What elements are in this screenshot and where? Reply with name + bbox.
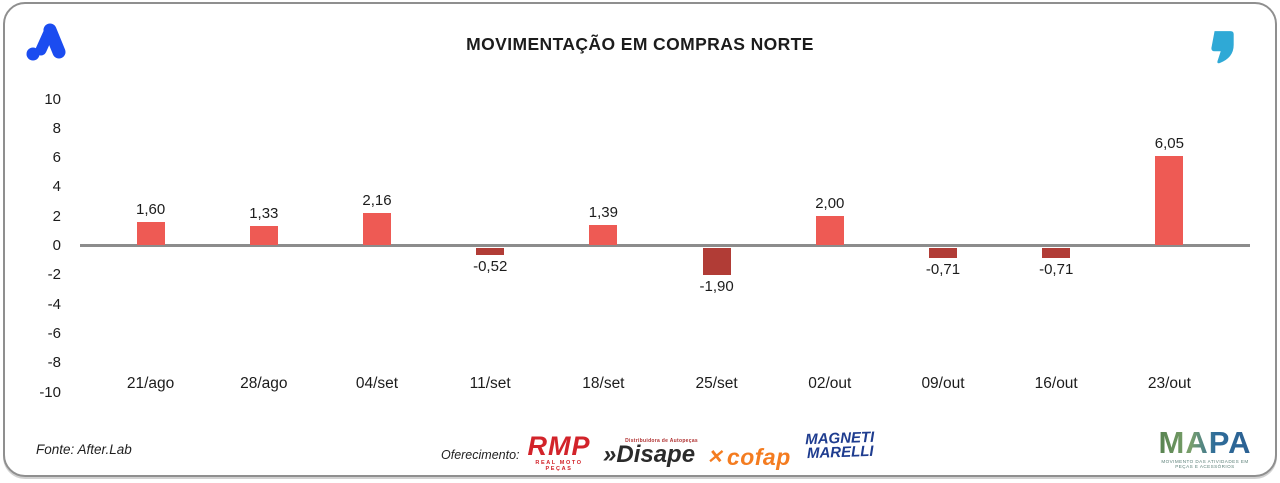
x-axis-label: 04/set: [355, 375, 399, 392]
bar: [1042, 247, 1071, 258]
bar-slot: -0,52 11/set: [434, 100, 547, 393]
bar-value-label: -0,71: [1039, 260, 1074, 278]
y-axis-tick: 4: [52, 178, 61, 196]
mapa-wordmark: MAPA: [1158, 425, 1252, 460]
cofap-x-icon: ✕: [705, 447, 727, 468]
bar-value-label: 6,05: [1154, 135, 1184, 153]
bar: [702, 247, 731, 276]
sponsor-logo-magneti-marelli: MAGNETI MARELLI: [805, 429, 876, 462]
x-axis-label: 28/ago: [240, 375, 288, 392]
mapa-logo: MAPA MOVIMENTO DAS ATIVIDADES EM PEÇAS E…: [1157, 425, 1253, 469]
sponsor-logo-cofap: ✕ cofap: [705, 444, 791, 471]
y-axis-tick: 0: [52, 237, 61, 254]
after-lab-logo-icon: [26, 23, 66, 61]
rmp-subtitle: REAL MOTO PEÇAS: [535, 460, 583, 472]
bar: [249, 225, 278, 245]
quote-mark-icon: [1211, 31, 1234, 64]
bar-slot: 2,00 02/out: [773, 100, 886, 393]
bar-slot: 1,39 18/set: [547, 100, 660, 393]
bar-value-label: 2,16: [362, 192, 392, 210]
bar: [928, 247, 957, 258]
y-axis-tick: 10: [44, 90, 61, 108]
bar-slot: 1,33 28/ago: [207, 100, 320, 393]
marelli-line: MARELLI: [806, 442, 874, 462]
disape-subtitle: Distribuidora de Autopeças: [625, 438, 698, 444]
bar: [362, 213, 391, 245]
x-axis-label: 16/out: [1034, 375, 1078, 392]
sponsor-logo-disape: Distribuidora de Autopeças »Disape: [603, 438, 698, 467]
bar: [589, 224, 618, 245]
bar-slot: -0,71 09/out: [886, 100, 999, 393]
y-axis: 10 8 6 4 2 0 -2 -4 -6 -8 -10: [25, 4, 61, 483]
x-axis-label: 23/out: [1147, 375, 1191, 392]
bar-value-label: 2,00: [815, 194, 845, 212]
rmp-wordmark: RMP: [527, 431, 591, 461]
zero-baseline: [80, 244, 1250, 247]
y-axis-tick: -10: [39, 383, 61, 401]
bar: [476, 247, 505, 256]
bar-slot: 1,60 21/ago: [94, 100, 207, 393]
mapa-subtitle: MOVIMENTO DAS ATIVIDADES EM PEÇAS E ACES…: [1161, 459, 1249, 469]
bar: [815, 215, 844, 245]
chart-plot: 1,60 21/ago 1,33 28/ago 2,16 04/set -0,52 11/se…: [94, 100, 1226, 393]
y-axis-tick: -2: [47, 266, 61, 284]
bar: [136, 221, 165, 245]
bar-slot: 6,05 23/out: [1113, 100, 1226, 393]
bar-value-label: -0,52: [473, 258, 508, 276]
disape-wordmark: Disape: [616, 441, 696, 468]
bar-value-label: 1,33: [249, 204, 279, 222]
disape-chevrons: »: [603, 441, 617, 468]
x-axis-label: 11/set: [469, 375, 511, 392]
chart-card: MOVIMENTAÇÃO EM COMPRAS NORTE 10 8 6 4 2 0 -2 -…: [3, 2, 1277, 477]
sponsor-label: Oferecimento:: [441, 448, 520, 462]
x-axis-label: 25/set: [695, 375, 738, 392]
bar-value-label: -0,71: [925, 260, 961, 278]
bar: [1155, 156, 1184, 245]
source-note: Fonte: After.Lab: [36, 442, 132, 457]
bar-slot: 2,16 04/set: [320, 100, 433, 393]
y-axis-tick: -4: [47, 295, 61, 313]
y-axis-tick: -6: [47, 324, 61, 342]
sponsor-logo-rmp: RMP REAL MOTO PEÇAS: [525, 431, 593, 473]
bar-slot: -0,71 16/out: [1000, 100, 1113, 393]
y-axis-tick: 2: [52, 207, 61, 225]
bar-slot: -1,90 25/set: [660, 100, 773, 393]
x-axis-label: 02/out: [808, 375, 852, 392]
y-axis-tick: 6: [52, 149, 61, 167]
x-axis-label: 18/set: [582, 375, 625, 392]
y-axis-tick: 8: [52, 119, 61, 137]
bar-value-label: 1,39: [588, 203, 618, 221]
bar-value-label: -1,90: [699, 278, 734, 296]
x-axis-label: 21/ago: [126, 375, 175, 392]
y-axis-tick: -8: [47, 354, 61, 372]
x-axis-label: 09/out: [921, 375, 965, 392]
chart-title: MOVIMENTAÇÃO EM COMPRAS NORTE: [466, 34, 814, 54]
cofap-wordmark: cofap: [726, 444, 791, 470]
bar-value-label: 1,60: [135, 200, 166, 218]
